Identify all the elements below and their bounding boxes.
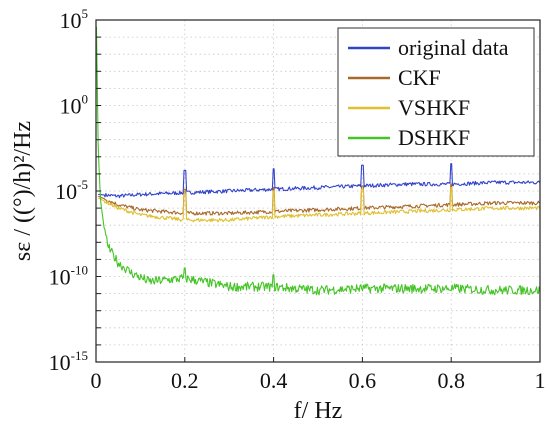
x-tick-label: 0.2	[171, 368, 199, 393]
legend-label-dshkf: DSHKF	[398, 125, 470, 150]
legend-label-ckf: CKF	[398, 65, 441, 90]
y-tick-labels: 105 100 10-5 10-10 10-15	[49, 6, 88, 375]
x-tick-label: 0.6	[349, 368, 377, 393]
legend-label-vshkf: VSHKF	[398, 95, 470, 120]
y-tick-label: 10-10	[49, 263, 88, 290]
legend-box	[337, 27, 535, 157]
series-line-vshkf	[97, 187, 541, 223]
y-tick-label: 100	[60, 92, 89, 119]
x-tick-labels: 0 0.2 0.4 0.6 0.8 1	[91, 368, 546, 393]
y-tick-label: 10-15	[49, 348, 88, 375]
legend: original data CKF VSHKF DSHKF	[337, 27, 535, 157]
series-line-original-data	[98, 163, 541, 199]
x-axis-label: f/ Hz	[294, 398, 343, 424]
legend-label-original-data: original data	[398, 35, 509, 60]
y-tick-label: 105	[60, 6, 89, 33]
y-tick-label: 10-5	[55, 177, 88, 204]
x-tick-label: 0.4	[260, 368, 288, 393]
tick-marks	[95, 19, 541, 363]
x-tick-label: 0.8	[437, 368, 465, 393]
series-layer	[95, 26, 541, 296]
x-tick-label: 0	[91, 368, 102, 393]
y-axis-label: sε / ((°)/h)²/Hz	[10, 121, 36, 261]
series-line-ckf	[98, 183, 541, 216]
x-tick-label: 1	[535, 368, 546, 393]
series-line-dshkf	[95, 26, 541, 296]
